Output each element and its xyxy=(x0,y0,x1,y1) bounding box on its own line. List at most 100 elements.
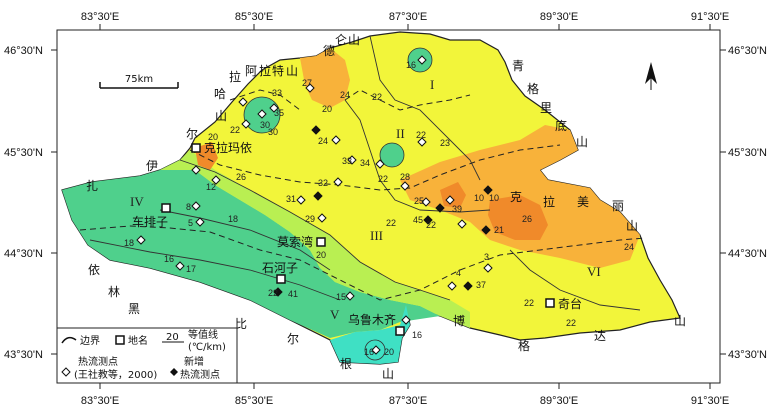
point-old xyxy=(447,281,457,291)
point-old xyxy=(347,155,357,165)
value-label: 24 xyxy=(340,90,350,100)
range-char-24: 山 xyxy=(382,367,394,381)
value-label: 20 xyxy=(322,104,332,114)
place-chepaizi-label: 车排子 xyxy=(132,214,168,229)
place-urumqi-label: 乌鲁木齐 xyxy=(348,312,396,327)
value-label: 31 xyxy=(286,194,296,204)
point-old xyxy=(371,345,381,355)
range-char-23: 根 xyxy=(340,357,352,371)
range-char-7: 山 xyxy=(576,135,588,149)
value-label: 33 xyxy=(272,88,282,98)
point-new xyxy=(273,287,283,297)
place-karamay-label: 克拉玛依 xyxy=(204,140,252,155)
place-chepaizi: 车排子 xyxy=(132,203,171,229)
point-new xyxy=(313,191,323,201)
range-labels: 德 仑 山 青 格 里 底 山 哈 拉 阿 拉 特 山 山 尔 伊 扎 依 林 … xyxy=(86,33,686,381)
legend: 边界 地名 20 等值线 (℃/km) 热流测点 (王社教等，2000) 新增 … xyxy=(56,327,238,384)
value-label: 35 xyxy=(274,108,284,118)
point-old xyxy=(375,159,385,169)
left-lat-2: 44°30'N xyxy=(4,248,43,260)
value-label: 22 xyxy=(416,130,426,140)
zone-green-southwest xyxy=(62,160,440,338)
value-label: 20 xyxy=(316,250,326,260)
left-lat-0: 46°30'N xyxy=(4,45,43,57)
bottom-lon-2: 87°30'E xyxy=(389,395,427,407)
value-label: 26 xyxy=(522,214,532,224)
range-char-5: 里 xyxy=(540,101,552,115)
range-char-14: 山 xyxy=(215,109,227,123)
place-karamay: 克拉玛依 xyxy=(191,140,252,155)
point-new xyxy=(481,225,491,235)
value-label: 16 xyxy=(364,347,374,357)
zone-orange-north xyxy=(300,48,350,108)
value-label: 37 xyxy=(476,280,486,290)
heat-flow-points xyxy=(136,55,493,355)
point-old xyxy=(345,291,355,301)
point-old xyxy=(257,109,267,119)
point-new xyxy=(311,125,321,135)
range-char-19: 林 xyxy=(108,285,120,299)
zone-label-4: IV xyxy=(130,194,144,209)
value-label: 15 xyxy=(336,292,346,302)
point-old xyxy=(317,213,327,223)
range-char-8: 哈 xyxy=(214,87,226,101)
point-new xyxy=(423,215,433,225)
value-label: 8 xyxy=(186,202,191,212)
bottom-lon-3: 89°30'E xyxy=(540,395,578,407)
value-label: 16 xyxy=(412,330,422,340)
value-label: 21 xyxy=(494,225,504,235)
point-old xyxy=(400,181,410,191)
point-old xyxy=(241,119,251,129)
isoline-d xyxy=(369,35,481,181)
legend-new-points-2: 热流测点 xyxy=(180,368,220,381)
range-char-32: 丽 xyxy=(612,199,624,213)
point-old xyxy=(331,135,341,145)
right-lat-2: 44°30'N xyxy=(728,248,767,260)
right-lat-0: 46°30'N xyxy=(728,45,767,57)
value-label: 3 xyxy=(484,252,489,262)
value-label: 16 xyxy=(164,254,174,264)
value-labels: 16 22 24 27 20 33 35 30 22 24 26 32 31 2… xyxy=(124,60,634,357)
top-lon-4: 91°30'E xyxy=(691,11,729,23)
value-label: 16 xyxy=(406,60,416,70)
legend-boundary: 边界 xyxy=(80,335,100,347)
point-old xyxy=(211,175,221,185)
range-char-27: 达 xyxy=(594,329,606,343)
value-label: 4 xyxy=(456,268,461,278)
point-old xyxy=(457,219,467,229)
value-label: 5 xyxy=(188,218,193,228)
range-char-18: 依 xyxy=(88,262,100,277)
top-lon-1: 85°30'E xyxy=(235,11,273,23)
isoline-b xyxy=(159,209,331,271)
legend-isoline: 等值线 xyxy=(188,328,218,341)
zone-boundary-dashed-3 xyxy=(344,89,471,111)
point-new xyxy=(483,185,493,195)
point-old xyxy=(269,103,279,113)
range-char-6: 底 xyxy=(555,118,567,133)
value-label: 28 xyxy=(400,172,410,182)
zone-label-5: V xyxy=(330,307,340,322)
point-old xyxy=(417,137,427,147)
legend-new-points: 新增 xyxy=(184,355,204,368)
place-qitai: 奇台 xyxy=(545,296,582,311)
point-old xyxy=(191,165,201,175)
value-label: 30 xyxy=(268,127,278,137)
point-old xyxy=(333,177,343,187)
green-ring-center xyxy=(379,142,405,168)
value-label: 22 xyxy=(230,125,240,135)
range-char-13: 山 xyxy=(286,64,298,78)
range-char-20: 黑 xyxy=(128,302,140,316)
scale-bar-label: 75km xyxy=(125,74,153,85)
range-char-30: 拉 xyxy=(543,194,555,209)
zone-label-1: I xyxy=(430,77,434,92)
point-old xyxy=(445,195,455,205)
left-lat-1: 45°30'N xyxy=(4,147,43,159)
value-label: 30 xyxy=(260,120,270,130)
range-char-0: 德 xyxy=(323,43,335,58)
zone-label-6: VI xyxy=(587,264,601,279)
zone-darkorange-center xyxy=(440,182,466,208)
range-char-11: 拉 xyxy=(259,63,271,78)
range-char-25: 博 xyxy=(453,313,465,328)
point-old xyxy=(401,315,411,325)
